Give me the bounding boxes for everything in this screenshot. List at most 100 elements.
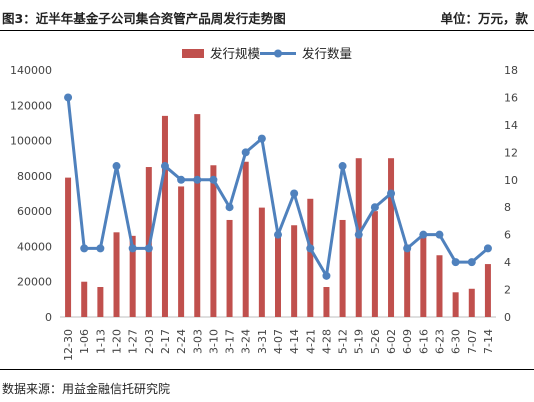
right-tick-label: 0	[504, 311, 511, 324]
x-tick-label: 4-28	[320, 329, 333, 354]
bar	[388, 158, 395, 317]
bar	[323, 287, 330, 317]
x-tick-label: 4-21	[304, 329, 317, 354]
left-tick-label: 100000	[10, 135, 52, 148]
x-tick-label: 7-07	[466, 329, 479, 354]
bar	[178, 186, 185, 317]
x-tick-label: 2-24	[175, 329, 188, 354]
line-point	[241, 148, 250, 157]
right-tick-label: 16	[504, 91, 518, 104]
line-point	[225, 203, 234, 212]
x-tick-label: 6-02	[385, 329, 398, 354]
x-tick-label: 6-09	[401, 329, 414, 354]
figure-title: 图3：近半年基金子公司集合资管产品周发行走势图	[2, 11, 286, 26]
line-point	[209, 175, 218, 184]
bar	[339, 219, 346, 317]
x-tick-label: 7-14	[482, 329, 495, 354]
right-tick-label: 8	[504, 201, 511, 214]
unit-label: 单位：万元，款	[440, 11, 528, 26]
line-point	[96, 244, 105, 253]
left-tick-label: 60000	[17, 205, 52, 218]
bar	[275, 235, 281, 317]
legend-line-label: 发行数量	[302, 46, 352, 61]
x-tick-label: 6-16	[417, 329, 430, 354]
line-point	[193, 175, 202, 184]
bar	[258, 207, 265, 317]
x-tick-label: 4-07	[272, 329, 285, 354]
right-tick-label: 12	[504, 146, 518, 159]
chart-header: 图3：近半年基金子公司集合资管产品周发行走势图 单位：万元，款	[0, 0, 534, 36]
line-point	[64, 93, 73, 102]
line-point	[257, 134, 266, 143]
bar	[113, 232, 120, 317]
line-point	[144, 244, 153, 253]
bar	[81, 281, 88, 317]
line-point	[387, 189, 396, 198]
x-tick-label: 1-20	[111, 329, 124, 354]
bar	[307, 198, 314, 317]
x-tick-label: 3-17	[224, 329, 237, 354]
line-point	[177, 175, 186, 184]
right-tick-label: 2	[504, 284, 511, 297]
left-tick-label: 0	[45, 311, 52, 324]
right-tick-label: 10	[504, 174, 518, 187]
left-tick-label: 20000	[17, 276, 52, 289]
line-point	[112, 162, 121, 171]
line-point	[338, 162, 347, 171]
bar	[468, 288, 475, 317]
x-tick-label: 5-19	[353, 329, 366, 354]
x-tick-label: 3-31	[256, 329, 269, 354]
x-tick-label: 1-13	[94, 329, 107, 354]
x-tick-label: 6-23	[433, 329, 446, 354]
right-tick-label: 18	[504, 64, 518, 77]
x-tick-label: 3-03	[191, 329, 204, 354]
x-tick-label: 4-14	[288, 329, 301, 354]
bar	[436, 255, 443, 317]
right-tick-label: 4	[504, 256, 511, 269]
line-point	[274, 230, 282, 239]
line-point	[128, 244, 137, 253]
bar	[194, 114, 201, 317]
bottom-rule	[0, 369, 534, 370]
x-tick-label: 1-27	[127, 329, 140, 354]
left-tick-label: 140000	[10, 64, 52, 77]
right-tick-label: 14	[504, 119, 518, 132]
left-tick-label: 80000	[17, 170, 52, 183]
line-point	[483, 244, 492, 253]
data-source: 数据来源：用益金融信托研究院	[2, 382, 171, 396]
bar	[452, 292, 459, 317]
bar	[226, 219, 233, 317]
bar	[129, 235, 136, 317]
line-point	[435, 230, 444, 239]
x-tick-label: 5-12	[337, 329, 350, 354]
x-tick-label: 2-03	[143, 329, 156, 354]
line-point	[306, 244, 315, 253]
bar	[161, 115, 168, 317]
left-tick-label: 120000	[10, 99, 52, 112]
x-tick-label: 5-26	[369, 329, 382, 354]
line-point	[322, 271, 331, 280]
bar	[420, 232, 427, 317]
bar	[484, 264, 491, 317]
bar	[242, 161, 249, 317]
left-tick-label: 40000	[17, 240, 52, 253]
legend-bar-label: 发行规模	[210, 46, 261, 61]
bar	[65, 177, 72, 317]
bar	[371, 211, 378, 317]
bar	[291, 225, 298, 317]
line-point	[419, 230, 428, 239]
bar	[404, 244, 411, 317]
x-tick-label: 3-24	[240, 329, 253, 354]
line-point	[354, 230, 363, 239]
line-point	[403, 244, 412, 253]
line-point	[290, 189, 299, 198]
top-rule	[0, 30, 534, 31]
x-tick-label: 3-10	[207, 329, 220, 354]
line-point	[467, 258, 476, 267]
right-tick-label: 6	[504, 229, 511, 242]
line-point	[451, 258, 460, 267]
line-point	[80, 244, 89, 253]
bar	[97, 287, 104, 317]
line-point	[370, 203, 379, 212]
combo-chart: 0 20000 40000 60000 80000 100000 120000 140000 0…	[10, 46, 518, 361]
